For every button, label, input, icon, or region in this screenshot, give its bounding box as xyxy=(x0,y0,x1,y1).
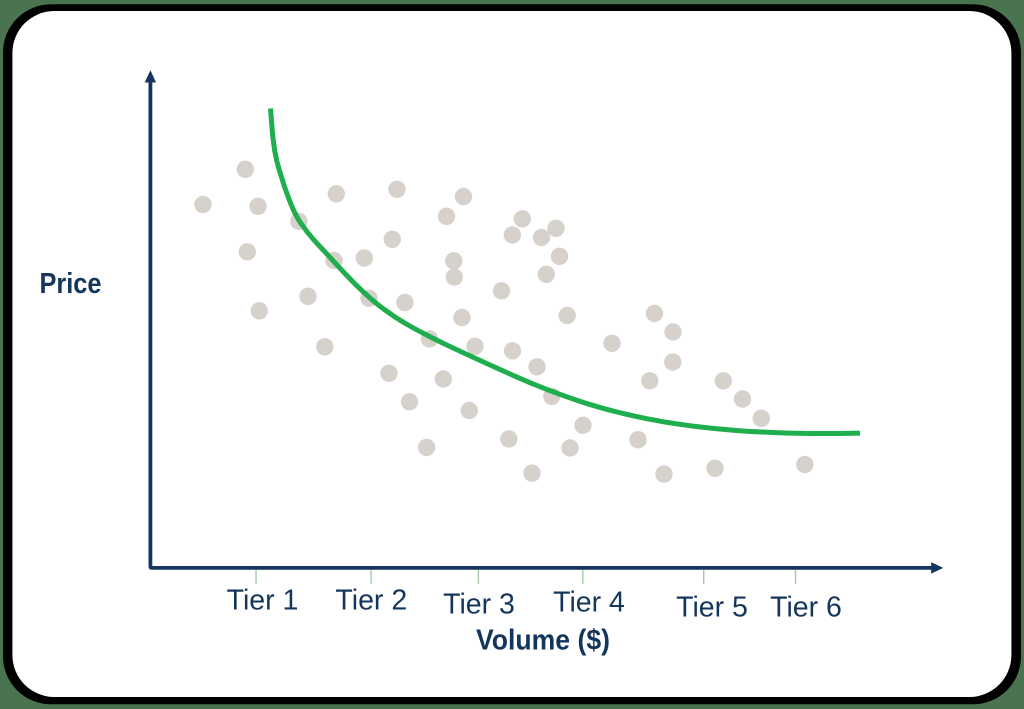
svg-text:Tier 3: Tier 3 xyxy=(443,589,515,621)
svg-text:Tier 2: Tier 2 xyxy=(335,585,407,617)
svg-text:Tier 6: Tier 6 xyxy=(770,592,842,624)
svg-text:Volume ($): Volume ($) xyxy=(476,624,610,656)
svg-text:Tier 1: Tier 1 xyxy=(227,585,299,617)
svg-text:Tier 5: Tier 5 xyxy=(676,592,748,624)
svg-text:Price: Price xyxy=(40,268,102,300)
svg-text:Tier 4: Tier 4 xyxy=(553,587,625,619)
